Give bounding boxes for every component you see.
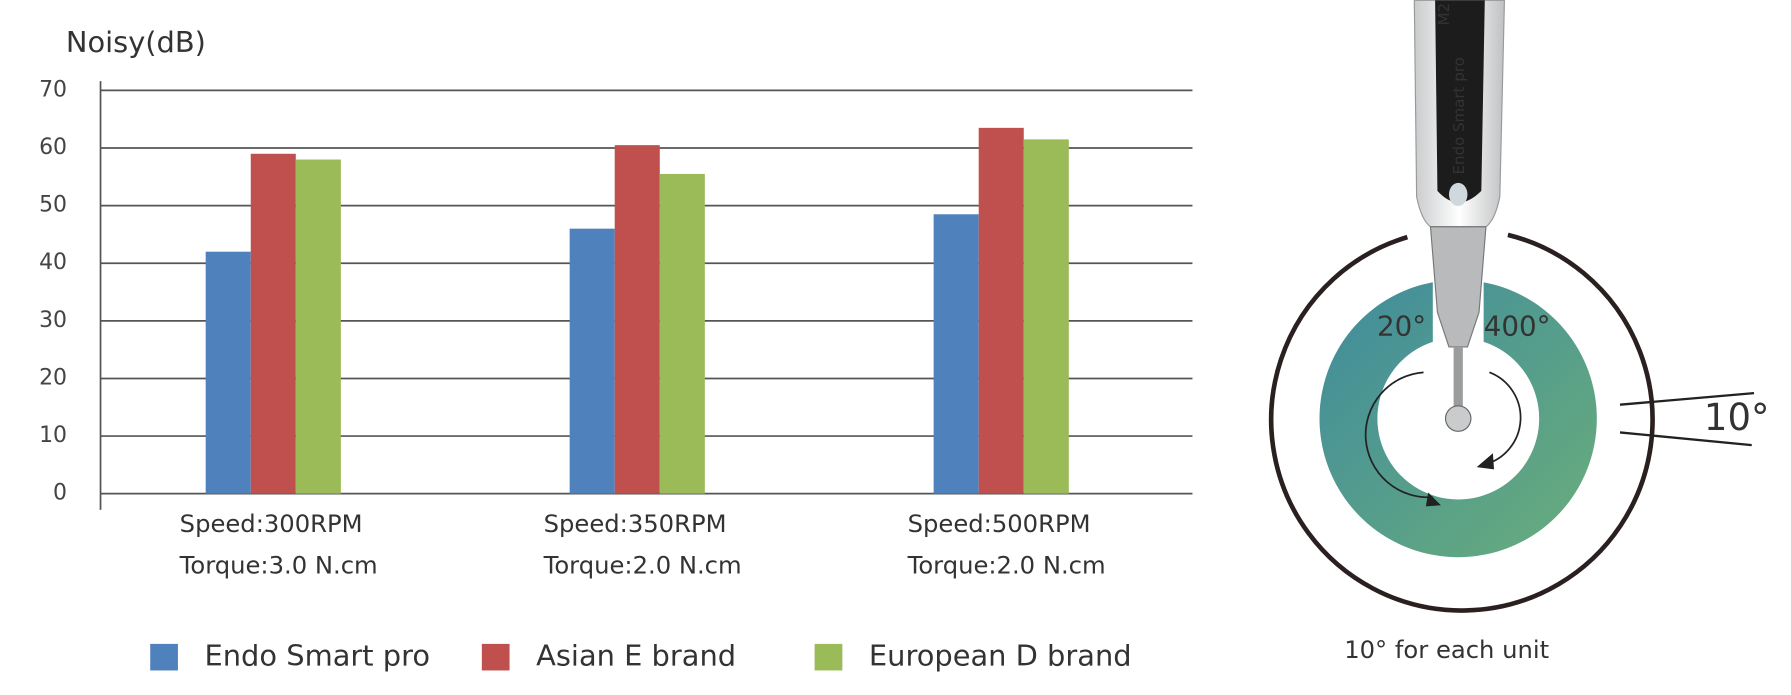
y-axis-label: Noisy(dB): [66, 25, 206, 59]
y-tick-label: 50: [39, 193, 67, 218]
y-tick-label: 0: [53, 481, 67, 506]
arrow-ccw: [1364, 371, 1433, 499]
x-tick-label: Torque:3.0 N.cm: [179, 550, 378, 579]
bar: [295, 159, 341, 494]
legend-swatch: [150, 643, 178, 671]
arrow-head: [1425, 492, 1441, 507]
outer-ring: [1268, 232, 1655, 613]
bar: [614, 145, 660, 494]
display: [1435, 0, 1485, 203]
illustration: Endo Smart pro M2 20° 400° 10° 10° for e…: [1268, 0, 1770, 664]
angle-label: 400°: [1484, 309, 1551, 342]
head: [1429, 226, 1487, 348]
bar: [569, 228, 615, 494]
x-tick-label: Torque:2.0 N.cm: [907, 550, 1106, 579]
bar: [250, 153, 296, 494]
y-tick-label: 10: [39, 423, 67, 448]
device-model: M2: [1435, 3, 1453, 26]
legend-swatch: [814, 643, 843, 671]
x-tick-label: Speed:350RPM: [544, 509, 727, 538]
y-tick-label: 40: [39, 250, 67, 275]
range-ring: [1319, 279, 1597, 558]
arrow-cw: [1483, 371, 1522, 466]
caption: 10° for each unit: [1344, 635, 1549, 664]
bar: [978, 127, 1024, 494]
bar: [1023, 139, 1069, 494]
file: [1453, 346, 1463, 408]
legend-swatch: [481, 643, 510, 671]
step-angle: 10°: [1704, 396, 1770, 439]
bar: [933, 214, 979, 494]
arrow-head: [1476, 453, 1495, 470]
x-tick-label: Speed:500RPM: [908, 509, 1091, 538]
legend-label: Asian E brand: [536, 639, 736, 673]
button: [1448, 182, 1468, 206]
y-tick-label: 70: [39, 77, 67, 102]
x-tick-label: Speed:300RPM: [180, 509, 363, 538]
legend-label: Endo Smart pro: [205, 639, 430, 673]
y-tick-label: 20: [39, 365, 67, 390]
y-tick-label: 30: [39, 308, 67, 333]
x-tick-label: Torque:2.0 N.cm: [543, 550, 742, 579]
angle-label: 20°: [1377, 309, 1426, 342]
y-tick-label: 60: [39, 135, 67, 160]
bar: [205, 251, 251, 494]
file-tip: [1444, 405, 1472, 432]
bar: [659, 173, 705, 494]
angle-line: [1619, 431, 1752, 447]
angle-line: [1619, 391, 1755, 406]
device-label: Endo Smart pro: [1450, 57, 1468, 174]
legend-label: European D brand: [869, 639, 1132, 673]
